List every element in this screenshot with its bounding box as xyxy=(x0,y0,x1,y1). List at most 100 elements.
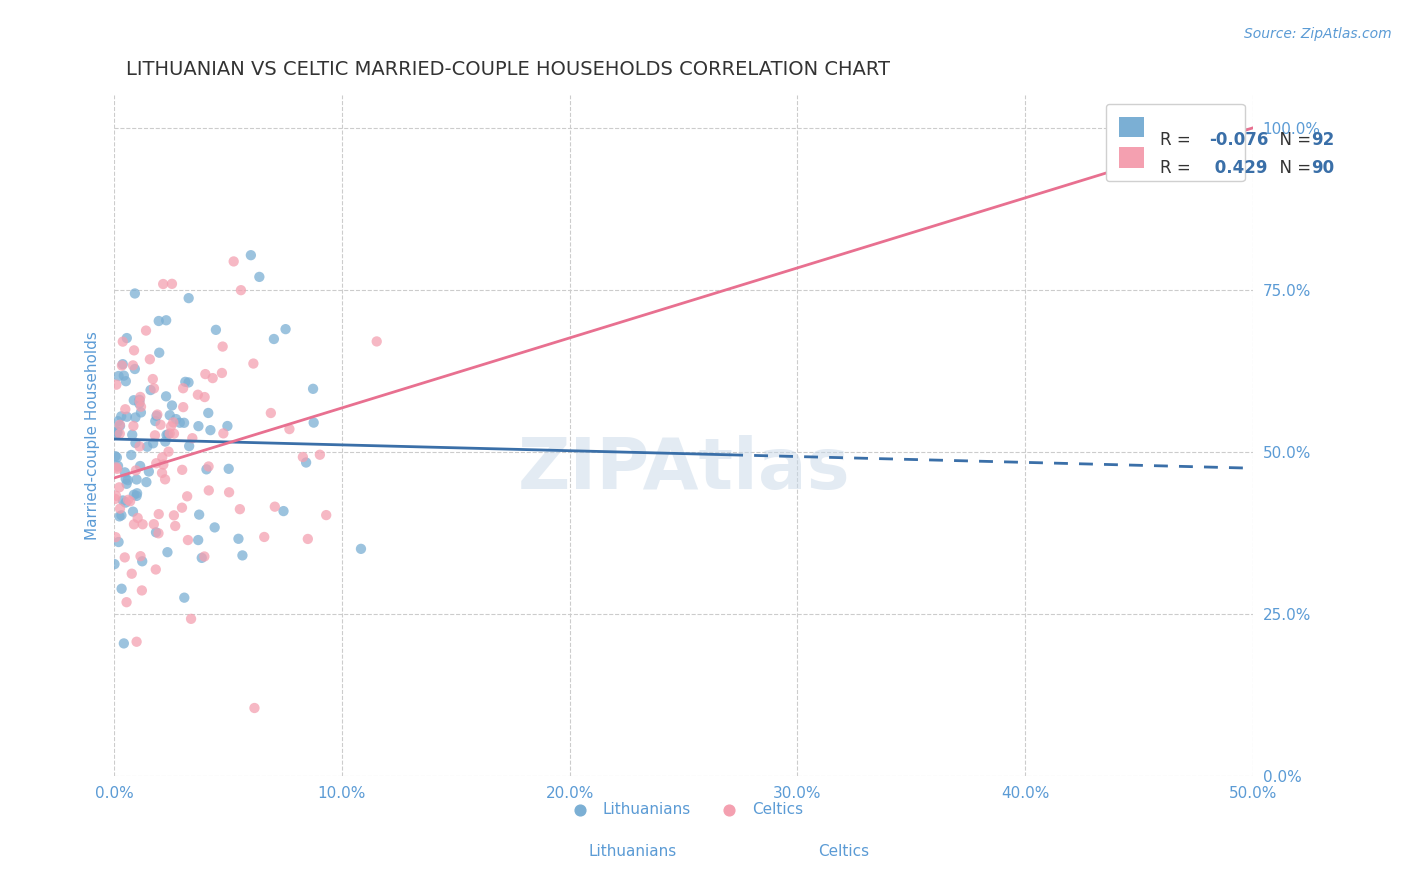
Point xyxy=(114,550,136,565)
Point xyxy=(146,408,169,422)
Point xyxy=(148,314,170,328)
Point xyxy=(148,507,170,521)
Point xyxy=(110,409,132,424)
Point xyxy=(111,334,134,349)
Point xyxy=(273,504,295,518)
Point xyxy=(217,419,239,434)
Point xyxy=(121,427,143,442)
Point xyxy=(149,417,172,432)
Point xyxy=(148,345,170,359)
Point xyxy=(129,390,152,404)
Point xyxy=(122,505,145,519)
Point xyxy=(145,409,167,423)
Point xyxy=(131,554,153,568)
Point xyxy=(155,389,177,403)
Point xyxy=(107,369,129,384)
Point xyxy=(302,382,325,396)
Text: LITHUANIAN VS CELTIC MARRIED-COUPLE HOUSEHOLDS CORRELATION CHART: LITHUANIAN VS CELTIC MARRIED-COUPLE HOUS… xyxy=(125,60,890,78)
Point xyxy=(115,409,138,424)
Point xyxy=(159,426,181,441)
Point xyxy=(179,439,201,453)
Point xyxy=(142,436,165,450)
Point xyxy=(163,508,186,523)
Point xyxy=(117,473,139,487)
Legend: Lithuanians, Celtics: Lithuanians, Celtics xyxy=(558,796,808,823)
Point xyxy=(173,591,195,605)
Point xyxy=(122,343,145,358)
Point xyxy=(142,372,165,386)
Point xyxy=(105,460,128,475)
Point xyxy=(170,500,193,515)
Point xyxy=(125,489,148,503)
Point xyxy=(125,463,148,477)
Point xyxy=(274,322,297,336)
Point xyxy=(142,517,165,532)
Point xyxy=(150,450,173,465)
Text: 90: 90 xyxy=(1312,159,1334,177)
Point xyxy=(129,400,152,414)
Point xyxy=(138,465,160,479)
Point xyxy=(104,489,127,503)
Point xyxy=(112,636,135,650)
Text: Source: ZipAtlas.com: Source: ZipAtlas.com xyxy=(1244,27,1392,41)
Point xyxy=(297,532,319,546)
Point xyxy=(122,359,145,373)
Point xyxy=(122,488,145,502)
Point xyxy=(177,376,200,390)
Point xyxy=(239,248,262,262)
Point xyxy=(247,269,270,284)
Point xyxy=(120,494,142,508)
Point xyxy=(128,394,150,409)
Point xyxy=(195,462,218,476)
Point xyxy=(172,463,194,477)
Point xyxy=(105,427,128,442)
Text: Celtics: Celtics xyxy=(818,845,869,859)
Point xyxy=(157,444,180,458)
Point xyxy=(125,634,148,648)
Point xyxy=(172,381,194,395)
Point xyxy=(157,427,180,442)
Point xyxy=(155,434,177,449)
Point xyxy=(211,340,233,354)
Point xyxy=(108,418,131,433)
Text: 92: 92 xyxy=(1312,131,1334,149)
Point xyxy=(136,440,159,454)
Point xyxy=(124,436,146,450)
Point xyxy=(114,402,136,417)
Point xyxy=(177,533,200,547)
Point xyxy=(295,456,318,470)
Point xyxy=(104,449,127,463)
Text: 0.429: 0.429 xyxy=(1209,159,1267,177)
Point xyxy=(218,485,240,500)
Y-axis label: Married-couple Households: Married-couple Households xyxy=(86,331,100,541)
Point xyxy=(135,475,157,489)
Point xyxy=(165,519,187,533)
Point xyxy=(197,459,219,474)
Text: N =: N = xyxy=(1270,131,1317,149)
Point xyxy=(222,254,245,268)
Point xyxy=(131,583,153,598)
Point xyxy=(107,414,129,428)
Point xyxy=(111,357,134,371)
Point xyxy=(194,367,217,381)
Point xyxy=(121,566,143,581)
Point xyxy=(152,458,174,472)
Point xyxy=(156,545,179,559)
Point xyxy=(110,582,132,596)
Point xyxy=(212,426,235,441)
Point xyxy=(302,416,325,430)
Point xyxy=(263,500,285,514)
Point xyxy=(107,535,129,549)
Point xyxy=(260,406,283,420)
Point xyxy=(117,492,139,507)
Point xyxy=(150,466,173,480)
Point xyxy=(162,416,184,430)
Point xyxy=(204,520,226,534)
Point xyxy=(143,414,166,428)
Point xyxy=(187,419,209,434)
Point xyxy=(131,517,153,532)
Point xyxy=(291,450,314,464)
Text: ZIPAtlas: ZIPAtlas xyxy=(517,435,849,504)
Point xyxy=(242,357,264,371)
Point xyxy=(193,549,215,564)
